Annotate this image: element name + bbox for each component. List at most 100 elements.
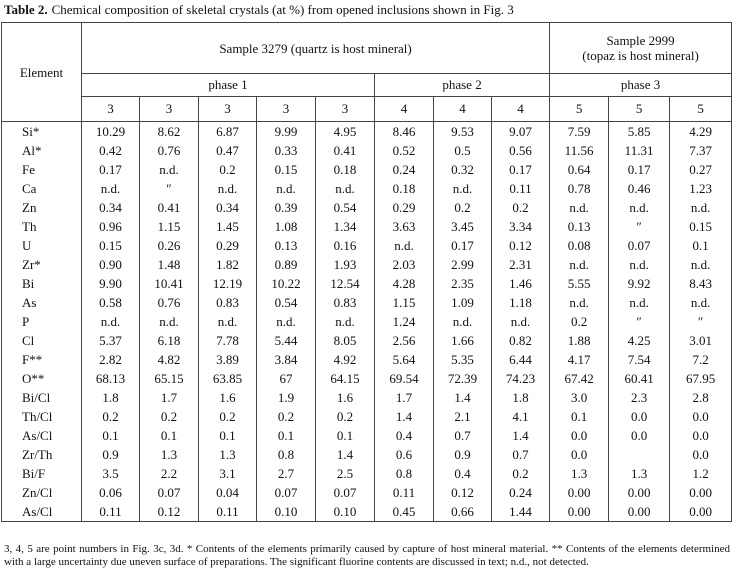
cell-value: 6.18 [139,331,199,350]
point-number: 5 [608,96,671,122]
cell-value: 5.44 [256,331,316,350]
cell-value: n.d. [433,312,492,331]
cell-value: 1.8 [490,388,551,407]
cell-value: n.d. [81,179,140,198]
element-name: Th/Cl [1,407,82,426]
cell-value: 1.15 [139,217,199,236]
cell-value: 0.8 [374,464,434,483]
cell-value: 2.35 [433,274,492,293]
cell-value: 74.23 [490,369,551,388]
cell-value: 0.0 [669,407,733,426]
cell-value: 0.41 [139,198,199,217]
cell-value: 0.47 [198,141,257,160]
cell-value: 67.95 [669,369,733,388]
cell-value: 1.82 [198,255,257,274]
cell-value: 0.0 [669,426,733,445]
cell-value: 0.8 [256,445,316,464]
cell-value: 72.39 [433,369,492,388]
cell-value: 0.33 [256,141,316,160]
cell-value: 0.2 [256,407,316,426]
cell-value: n.d. [256,179,316,198]
point-number: 4 [433,96,492,122]
cell-value: 0.0 [549,445,610,464]
point-number: 3 [256,96,316,122]
cell-value: 4.95 [315,121,375,141]
cell-value: 1.6 [315,388,375,407]
cell-value: 0.9 [81,445,140,464]
cell-value: 11.31 [608,141,671,160]
cell-value: 0.11 [198,502,257,522]
element-name: P [1,312,82,331]
cell-value: 65.15 [139,369,199,388]
cell-value: 8.05 [315,331,375,350]
table-caption: Chemical composition of skeletal crystal… [51,2,514,17]
cell-value: 7.78 [198,331,257,350]
cell-value: n.d. [549,255,610,274]
cell-value: n.d. [374,236,434,255]
cell-value: 64.15 [315,369,375,388]
cell-value: 0.45 [374,502,434,522]
cell-value: 0.15 [256,160,316,179]
cell-value: 0.0 [608,407,671,426]
cell-value: 0.00 [608,483,671,502]
element-name: Bi/F [1,464,82,483]
cell-value: 1.8 [81,388,140,407]
element-name: Zn [1,198,82,217]
cell-value: 1.18 [490,293,551,312]
footnote: 3, 4, 5 are point numbers in Fig. 3c, 3d… [4,543,730,568]
point-number: 3 [81,96,140,122]
cell-value: 1.9 [256,388,316,407]
data-row: Zr* 0.90 1.48 1.82 0.89 1.93 2.03 2.99 2.31 n.d. n… [1,255,733,274]
table-title: Table 2. Chemical composition of skeletal… [4,2,514,18]
cell-value: 10.41 [139,274,199,293]
element-name: O** [1,369,82,388]
cell-value: 0.17 [433,236,492,255]
cell-value: n.d. [81,312,140,331]
element-name: Zn/Cl [1,483,82,502]
table-body: Element Sample 3279 (quartz is host mine… [1,22,733,522]
cell-value: 10.29 [81,121,140,141]
cell-value: 0.90 [81,255,140,274]
header-row: Element Sample 3279 (quartz is host mine… [1,22,733,122]
cell-value: n.d. [490,312,551,331]
cell-value: 0.2 [490,198,551,217]
data-row: Cl 5.37 6.18 7.78 5.44 8.05 2.56 1.66 0.82 1.88 4.… [1,331,733,350]
data-row: O** 68.13 65.15 63.85 67 64.15 69.54 72.39 74.23… [1,369,733,388]
point-number: 3 [198,96,257,122]
cell-value: 0.39 [256,198,316,217]
cell-value: 2.1 [433,407,492,426]
cell-value: 0.76 [139,141,199,160]
cell-value: 8.62 [139,121,199,141]
element-name: As/Cl [1,426,82,445]
cell-value: 0.32 [433,160,492,179]
data-row: Zn 0.34 0.41 0.34 0.39 0.54 0.29 0.2 0.2 n.d. n.d.… [1,198,733,217]
cell-value: 0.26 [139,236,199,255]
cell-value: 6.87 [198,121,257,141]
cell-value: 9.07 [490,121,551,141]
cell-value: 1.7 [374,388,434,407]
cell-value: 1.3 [549,464,610,483]
cell-value: 0.00 [608,502,671,522]
cell-value: 1.4 [490,426,551,445]
element-name: F** [1,350,82,369]
cell-value: ″ [608,217,671,236]
cell-value: 9.99 [256,121,316,141]
cell-value: ″ [669,312,733,331]
cell-value: 0.04 [198,483,257,502]
cell-value: 2.5 [315,464,375,483]
cell-value: 1.4 [433,388,492,407]
cell-value: 1.15 [374,293,434,312]
cell-value: 0.54 [315,198,375,217]
data-row: As/Cl 0.1 0.1 0.1 0.1 0.1 0.4 0.7 1.4 0.0 0.0 0.0 [1,426,733,445]
cell-value: 7.54 [608,350,671,369]
cell-value: n.d. [608,293,671,312]
cell-value: 1.08 [256,217,316,236]
cell-value: 1.3 [198,445,257,464]
point-number: 4 [374,96,434,122]
cell-value: 3.1 [198,464,257,483]
cell-value: 8.46 [374,121,434,141]
cell-value: 0.2 [139,407,199,426]
cell-value: 0.00 [669,502,733,522]
cell-value: 4.25 [608,331,671,350]
